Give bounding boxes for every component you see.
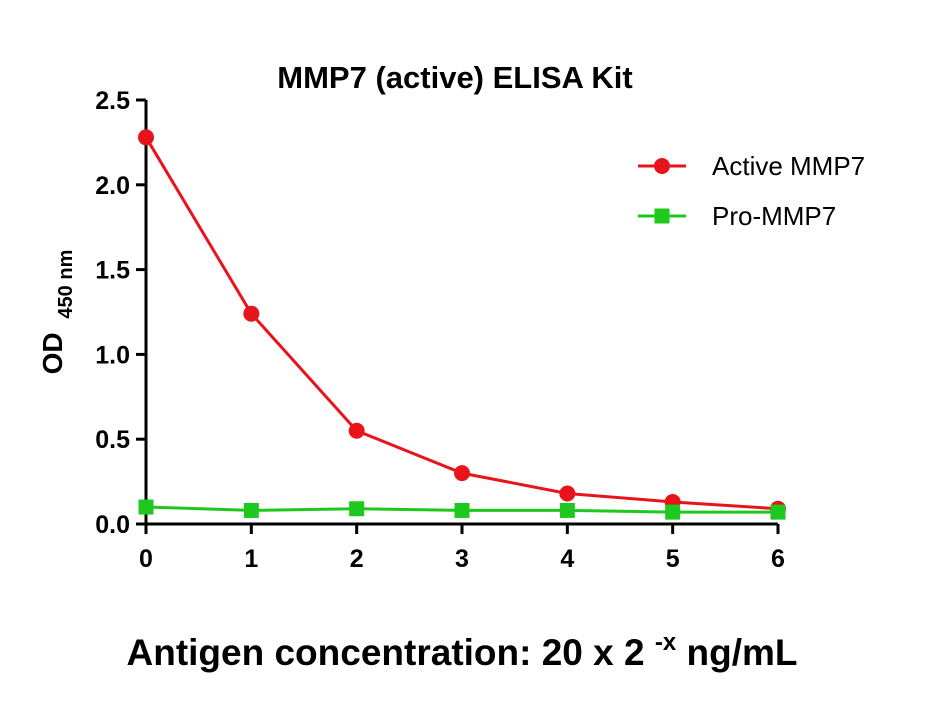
- y-tick-label: 2.0: [95, 172, 130, 200]
- y-tick-label: 0.5: [95, 426, 130, 454]
- y-tick-label: 1.5: [95, 257, 130, 285]
- x-axis-label-main: Antigen concentration: 20 x 2: [127, 632, 645, 673]
- y-axis: 0.0 0.5 1.0 1.5 2.0 2.5: [95, 87, 148, 539]
- data-point-pro-mmp7: [770, 504, 786, 520]
- x-tick-label: 0: [139, 545, 153, 573]
- x-tick-label: 6: [771, 545, 785, 573]
- y-tick-label: 1.0: [95, 341, 130, 369]
- x-tick-label: 5: [666, 545, 680, 573]
- x-tick-label: 1: [244, 545, 258, 573]
- legend-marker-active-mmp7: [654, 158, 670, 174]
- data-point-pro-mmp7: [665, 504, 681, 520]
- y-axis-label: OD 450 nm: [37, 250, 77, 375]
- legend-label-active-mmp7: Active MMP7: [712, 151, 865, 181]
- legend: Active MMP7 Pro-MMP7: [638, 151, 865, 231]
- x-axis: 0 1 2 3 4 5 6: [139, 522, 785, 573]
- x-tick-label: 3: [455, 545, 469, 573]
- x-tick-label: 4: [560, 545, 574, 573]
- data-point-active-mmp7: [138, 129, 154, 146]
- y-axis-label-sub: 450 nm: [55, 250, 77, 319]
- series-layer: [138, 129, 786, 520]
- y-axis-ticks: 0.0 0.5 1.0 1.5 2.0 2.5: [95, 87, 146, 539]
- legend-marker-pro-mmp7: [654, 208, 670, 224]
- x-axis-ticks: 0 1 2 3 4 5 6: [139, 524, 785, 573]
- x-axis-label-sup: -x: [655, 629, 677, 656]
- series-line-active-mmp7: [144, 136, 779, 511]
- data-point-active-mmp7: [243, 305, 260, 322]
- x-axis-label-unit: ng/mL: [687, 632, 798, 673]
- x-tick-label: 2: [350, 545, 364, 573]
- y-tick-label: 2.5: [95, 87, 130, 115]
- data-point-pro-mmp7: [138, 499, 154, 515]
- chart-title: MMP7 (active) ELISA Kit: [277, 60, 632, 95]
- data-point-active-mmp7: [559, 485, 576, 502]
- y-axis-label-main: OD: [37, 332, 68, 374]
- y-tick-label: 0.0: [95, 511, 130, 539]
- data-point-pro-mmp7: [559, 502, 575, 518]
- legend-label-pro-mmp7: Pro-MMP7: [712, 201, 836, 231]
- data-point-pro-mmp7: [454, 502, 470, 518]
- x-axis-label: Antigen concentration: 20 x 2 -x ng/mL: [127, 617, 798, 673]
- data-point-active-mmp7: [454, 465, 470, 482]
- data-point-pro-mmp7: [349, 501, 365, 517]
- data-point-pro-mmp7: [243, 502, 259, 518]
- data-point-active-mmp7: [348, 422, 365, 439]
